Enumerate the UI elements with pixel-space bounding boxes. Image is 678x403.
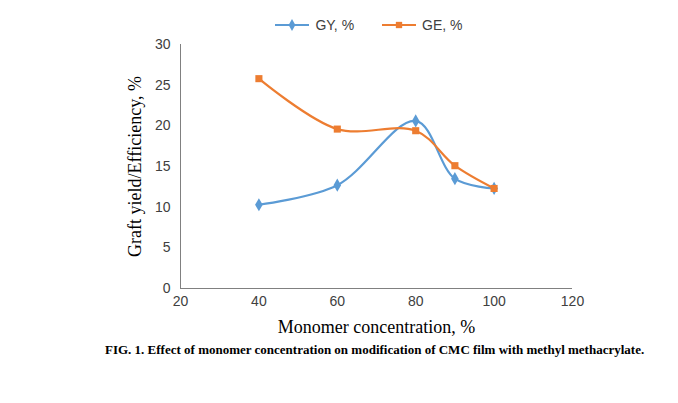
- svg-text:5: 5: [163, 239, 171, 255]
- svg-text:25: 25: [155, 77, 171, 93]
- svg-text:15: 15: [155, 158, 171, 174]
- html-text:GE, %: GE, %: [422, 17, 463, 33]
- svg-text:20: 20: [173, 293, 189, 309]
- svg-text:10: 10: [155, 199, 171, 215]
- html-text:FIG. 1. Effect of monomer conc: FIG. 1. Effect of monomer concentration …: [105, 342, 645, 357]
- svg-text:100: 100: [482, 293, 506, 309]
- html-text:GY, %: GY, %: [315, 17, 355, 33]
- svg-text:60: 60: [330, 293, 346, 309]
- svg-text:80: 80: [408, 293, 424, 309]
- svg-text:Monomer concentration, %: Monomer concentration, %: [278, 317, 475, 337]
- svg-text:20: 20: [155, 117, 171, 133]
- svg-text:Graft yield/Efficiency, %: Graft yield/Efficiency, %: [125, 76, 145, 257]
- svg-text:40: 40: [251, 293, 267, 309]
- svg-text:120: 120: [561, 293, 585, 309]
- svg-text:30: 30: [155, 38, 171, 52]
- svg-text:0: 0: [163, 280, 171, 296]
